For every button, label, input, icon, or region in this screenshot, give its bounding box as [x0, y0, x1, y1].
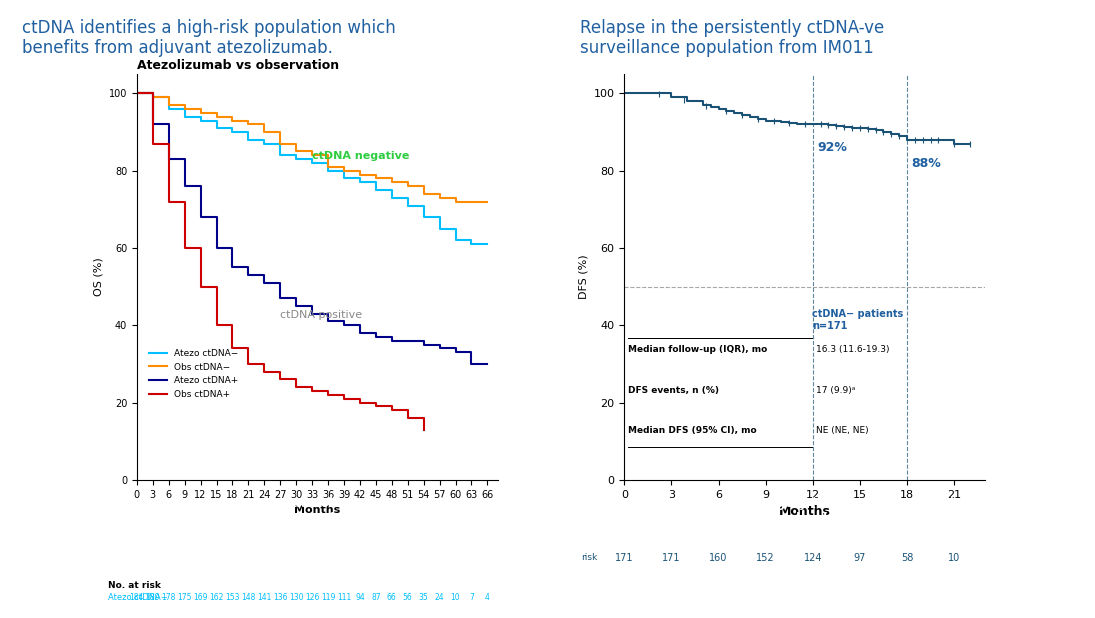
Text: 4: 4 [485, 593, 489, 603]
Text: NE (NE, NE): NE (NE, NE) [816, 426, 868, 435]
Text: 171: 171 [662, 553, 681, 563]
Text: 136: 136 [273, 593, 288, 603]
Text: 66: 66 [387, 593, 396, 603]
Y-axis label: OS (%): OS (%) [93, 258, 103, 297]
Text: 130: 130 [289, 593, 303, 603]
Text: Median follow-up (IQR), mo: Median follow-up (IQR), mo [629, 345, 768, 354]
Text: 184: 184 [129, 593, 145, 603]
Y-axis label: DFS (%): DFS (%) [578, 255, 588, 299]
Text: 162: 162 [209, 593, 223, 603]
Text: 88%: 88% [912, 157, 942, 170]
Text: 17 (9.9)ᵃ: 17 (9.9)ᵃ [816, 386, 855, 395]
Text: 126: 126 [304, 593, 320, 603]
Text: 97: 97 [854, 553, 866, 563]
Text: 7: 7 [469, 593, 474, 603]
Text: 152: 152 [757, 553, 775, 563]
Text: IMVIGOR011 tests atezolizumab vs placebo in ctDNA-positive patients within 1ˢᵗ y: IMVIGOR011 tests atezolizumab vs placebo… [168, 497, 955, 525]
Text: ctDNA identifies a high-risk population which
benefits from adjuvant atezolizuma: ctDNA identifies a high-risk population … [22, 19, 395, 57]
Text: 16.3 (11.6-19.3): 16.3 (11.6-19.3) [816, 345, 889, 354]
Text: 178: 178 [162, 593, 176, 603]
Text: 169: 169 [194, 593, 208, 603]
Text: 58: 58 [901, 553, 913, 563]
Text: 24: 24 [435, 593, 445, 603]
Text: ctDNA positive: ctDNA positive [280, 310, 362, 320]
Text: 10: 10 [451, 593, 460, 603]
X-axis label: Months: Months [295, 505, 341, 515]
Text: 35: 35 [418, 593, 428, 603]
Text: 94: 94 [355, 593, 365, 603]
Text: ctDNA− patients
n=171: ctDNA− patients n=171 [812, 310, 903, 331]
Legend: Atezo ctDNA−, Obs ctDNA−, Atezo ctDNA+, Obs ctDNA+: Atezo ctDNA−, Obs ctDNA−, Atezo ctDNA+, … [145, 345, 242, 402]
Text: ctDNA negative: ctDNA negative [312, 151, 410, 161]
Text: 124: 124 [804, 553, 822, 563]
Text: 119: 119 [321, 593, 335, 603]
Text: Median DFS (95% CI), mo: Median DFS (95% CI), mo [629, 426, 757, 435]
Text: Atezo ctDNA−: Atezo ctDNA− [108, 593, 168, 603]
Text: 148: 148 [241, 593, 255, 603]
Text: No. at risk: No. at risk [108, 581, 161, 590]
Text: 153: 153 [226, 593, 240, 603]
Text: DFS events, n (%): DFS events, n (%) [629, 386, 719, 395]
Text: 180: 180 [146, 593, 160, 603]
Text: 92%: 92% [818, 142, 848, 154]
Text: 10: 10 [948, 553, 960, 563]
Text: risk: risk [581, 553, 597, 562]
Text: 160: 160 [710, 553, 728, 563]
Text: 111: 111 [337, 593, 351, 603]
Text: 87: 87 [371, 593, 381, 603]
Text: Atezolizumab vs observation: Atezolizumab vs observation [137, 59, 339, 72]
Text: 171: 171 [615, 553, 634, 563]
X-axis label: Months: Months [779, 505, 831, 518]
Text: 175: 175 [177, 593, 192, 603]
Text: 56: 56 [403, 593, 413, 603]
Text: Relapse in the persistently ctDNA-ve
surveillance population from IM011: Relapse in the persistently ctDNA-ve sur… [580, 19, 885, 57]
Text: 141: 141 [257, 593, 272, 603]
